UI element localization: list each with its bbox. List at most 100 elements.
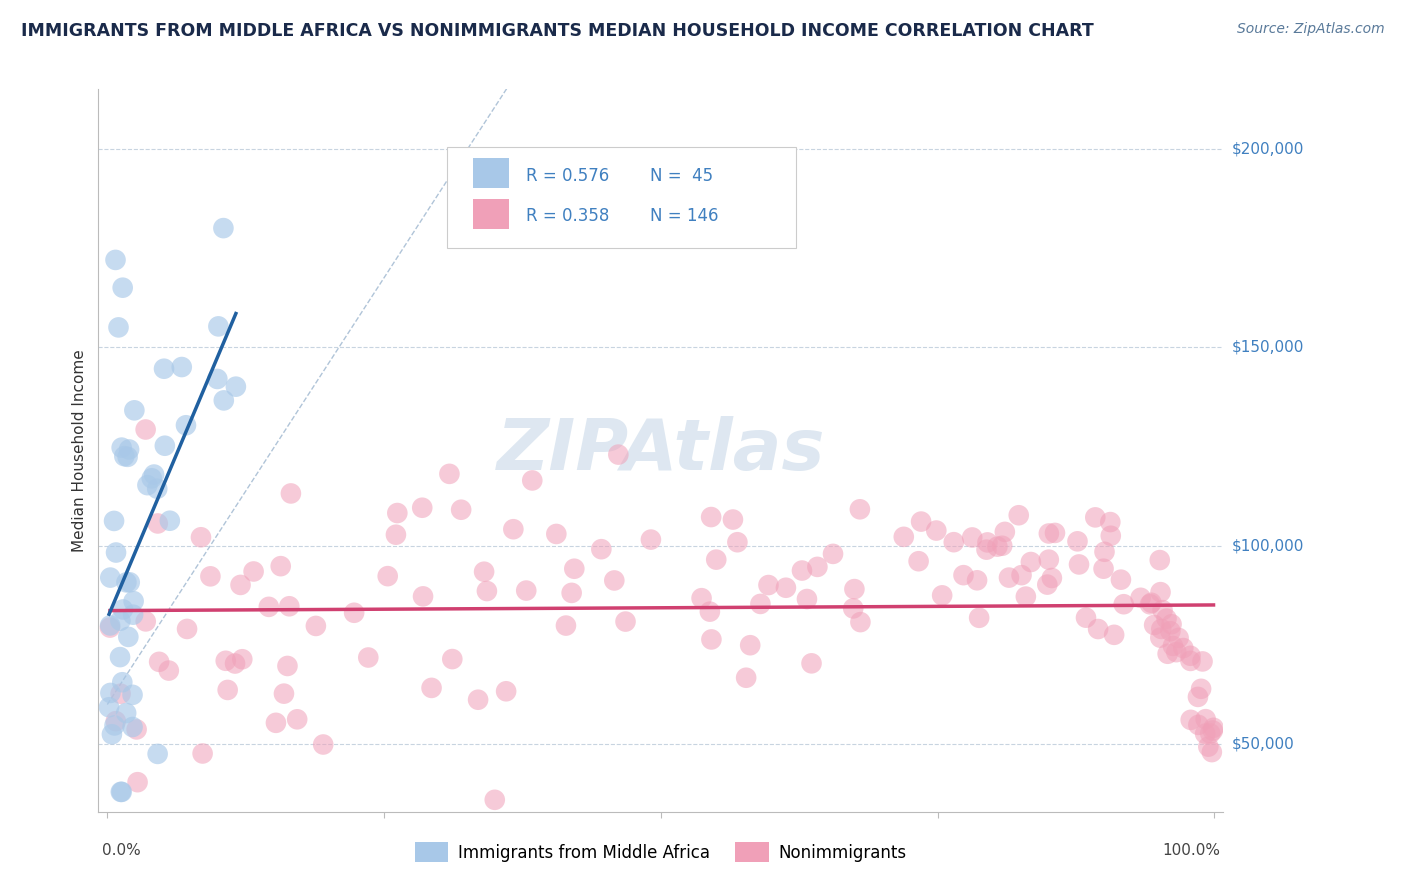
Point: [122, 607, 145, 622]
Point: [146, 516, 169, 531]
Point: [700, 510, 723, 524]
Point: [806, 560, 828, 574]
Point: [522, 474, 544, 488]
Text: IMMIGRANTS FROM MIDDLE AFRICA VS NONIMMIGRANTS MEDIAN HOUSEHOLD INCOME CORRELATI: IMMIGRANTS FROM MIDDLE AFRICA VS NONIMMI…: [21, 22, 1094, 40]
Point: [148, 655, 170, 669]
Point: [107, 320, 129, 334]
Point: [215, 654, 238, 668]
Point: [1187, 690, 1209, 704]
Point: [1189, 681, 1212, 696]
Point: [153, 361, 176, 376]
Point: [603, 574, 626, 588]
Point: [212, 393, 235, 408]
Point: [1166, 645, 1188, 659]
Point: [495, 684, 517, 698]
Point: [343, 606, 366, 620]
Point: [280, 486, 302, 500]
Point: [112, 449, 135, 463]
Text: R = 0.576: R = 0.576: [526, 167, 609, 185]
Point: [1038, 526, 1060, 541]
Point: [1011, 568, 1033, 582]
Point: [515, 583, 537, 598]
Point: [122, 594, 145, 608]
Point: [125, 723, 148, 737]
Text: N = 146: N = 146: [650, 207, 718, 226]
Point: [721, 512, 744, 526]
Point: [591, 542, 613, 557]
Point: [1015, 590, 1038, 604]
Point: [276, 659, 298, 673]
Point: [555, 618, 578, 632]
Point: [217, 682, 239, 697]
Point: [735, 671, 758, 685]
Point: [141, 471, 163, 485]
Point: [1102, 628, 1125, 642]
Point: [1180, 713, 1202, 727]
Point: [135, 615, 157, 629]
Point: [312, 738, 335, 752]
FancyBboxPatch shape: [472, 199, 509, 228]
Point: [1129, 591, 1152, 605]
Point: [1043, 525, 1066, 540]
Point: [170, 359, 193, 374]
Point: [146, 482, 169, 496]
Point: [942, 535, 965, 549]
Point: [994, 524, 1017, 539]
Text: $200,000: $200,000: [1232, 141, 1305, 156]
Point: [699, 605, 721, 619]
Point: [98, 700, 121, 714]
FancyBboxPatch shape: [447, 147, 796, 248]
Point: [998, 571, 1021, 585]
Point: [118, 575, 141, 590]
Point: [143, 467, 166, 482]
Point: [135, 423, 157, 437]
Point: [475, 584, 498, 599]
Point: [986, 540, 1008, 554]
Point: [257, 599, 280, 614]
Point: [991, 539, 1014, 553]
Point: [159, 514, 181, 528]
Point: [305, 619, 328, 633]
Point: [484, 793, 506, 807]
Point: [893, 530, 915, 544]
Point: [98, 618, 121, 632]
Point: [700, 632, 723, 647]
Point: [224, 657, 246, 671]
Point: [104, 252, 127, 267]
Point: [212, 221, 235, 235]
Point: [1156, 647, 1178, 661]
Point: [907, 554, 929, 568]
Point: [607, 448, 630, 462]
Point: [450, 502, 472, 516]
Y-axis label: Median Household Income: Median Household Income: [72, 349, 87, 552]
Point: [136, 478, 159, 492]
Point: [98, 571, 121, 585]
Point: [439, 467, 461, 481]
Point: [849, 502, 872, 516]
Point: [127, 775, 149, 789]
Point: [849, 615, 872, 629]
Point: [207, 319, 229, 334]
Point: [146, 747, 169, 761]
Point: [200, 569, 222, 583]
Point: [1161, 639, 1184, 653]
Point: [103, 514, 125, 528]
Point: [1202, 721, 1225, 735]
Point: [1167, 631, 1189, 645]
Point: [467, 692, 489, 706]
Point: [546, 527, 568, 541]
Point: [412, 590, 434, 604]
Point: [387, 506, 409, 520]
Point: [842, 601, 865, 615]
Point: [441, 652, 464, 666]
Point: [153, 439, 176, 453]
Point: [1201, 745, 1223, 759]
Point: [640, 533, 662, 547]
Point: [124, 403, 146, 417]
Point: [1173, 641, 1195, 656]
Point: [111, 281, 134, 295]
Text: $150,000: $150,000: [1232, 340, 1305, 355]
Point: [157, 664, 180, 678]
Point: [117, 630, 139, 644]
Point: [844, 582, 866, 596]
